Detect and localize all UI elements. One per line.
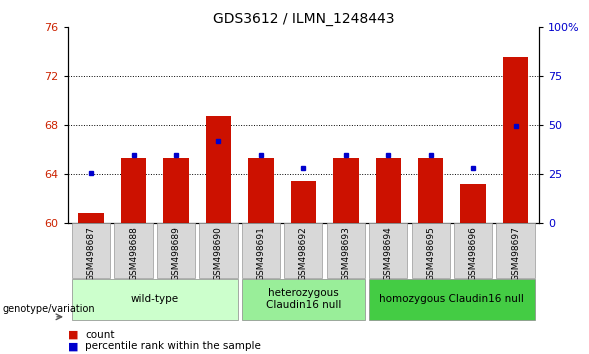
- Text: GSM498687: GSM498687: [87, 226, 95, 281]
- Bar: [248, 158, 274, 223]
- Text: homozygous Claudin16 null: homozygous Claudin16 null: [379, 294, 524, 304]
- Bar: [241, 223, 280, 278]
- Text: GSM498695: GSM498695: [426, 226, 435, 281]
- Bar: [114, 223, 153, 278]
- Text: percentile rank within the sample: percentile rank within the sample: [85, 341, 262, 351]
- Bar: [497, 223, 535, 278]
- Text: genotype/variation: genotype/variation: [3, 304, 95, 314]
- Text: GSM498693: GSM498693: [341, 226, 350, 281]
- Bar: [72, 223, 110, 278]
- Bar: [206, 116, 231, 223]
- Text: GSM498690: GSM498690: [214, 226, 223, 281]
- Text: wild-type: wild-type: [131, 294, 179, 304]
- Text: ■: ■: [68, 330, 78, 339]
- Text: GSM498692: GSM498692: [299, 226, 308, 280]
- Bar: [163, 158, 188, 223]
- Text: GSM498694: GSM498694: [384, 226, 393, 280]
- Text: heterozygous
Claudin16 null: heterozygous Claudin16 null: [266, 288, 341, 310]
- Title: GDS3612 / ILMN_1248443: GDS3612 / ILMN_1248443: [213, 12, 394, 25]
- Bar: [241, 279, 365, 320]
- Text: GSM498691: GSM498691: [256, 226, 266, 281]
- Bar: [454, 223, 492, 278]
- Bar: [72, 279, 237, 320]
- Text: count: count: [85, 330, 115, 339]
- Bar: [199, 223, 237, 278]
- Bar: [284, 223, 322, 278]
- Bar: [157, 223, 195, 278]
- Bar: [121, 158, 146, 223]
- Bar: [327, 223, 365, 278]
- Bar: [503, 57, 528, 223]
- Bar: [333, 158, 359, 223]
- Bar: [369, 279, 535, 320]
- Text: ■: ■: [68, 341, 78, 351]
- Bar: [78, 213, 104, 223]
- Bar: [412, 223, 450, 278]
- Bar: [290, 181, 316, 223]
- Bar: [376, 158, 401, 223]
- Text: GSM498696: GSM498696: [469, 226, 478, 281]
- Bar: [369, 223, 408, 278]
- Text: GSM498697: GSM498697: [511, 226, 520, 281]
- Text: GSM498688: GSM498688: [129, 226, 138, 281]
- Text: GSM498689: GSM498689: [171, 226, 180, 281]
- Bar: [461, 184, 486, 223]
- Bar: [418, 158, 444, 223]
